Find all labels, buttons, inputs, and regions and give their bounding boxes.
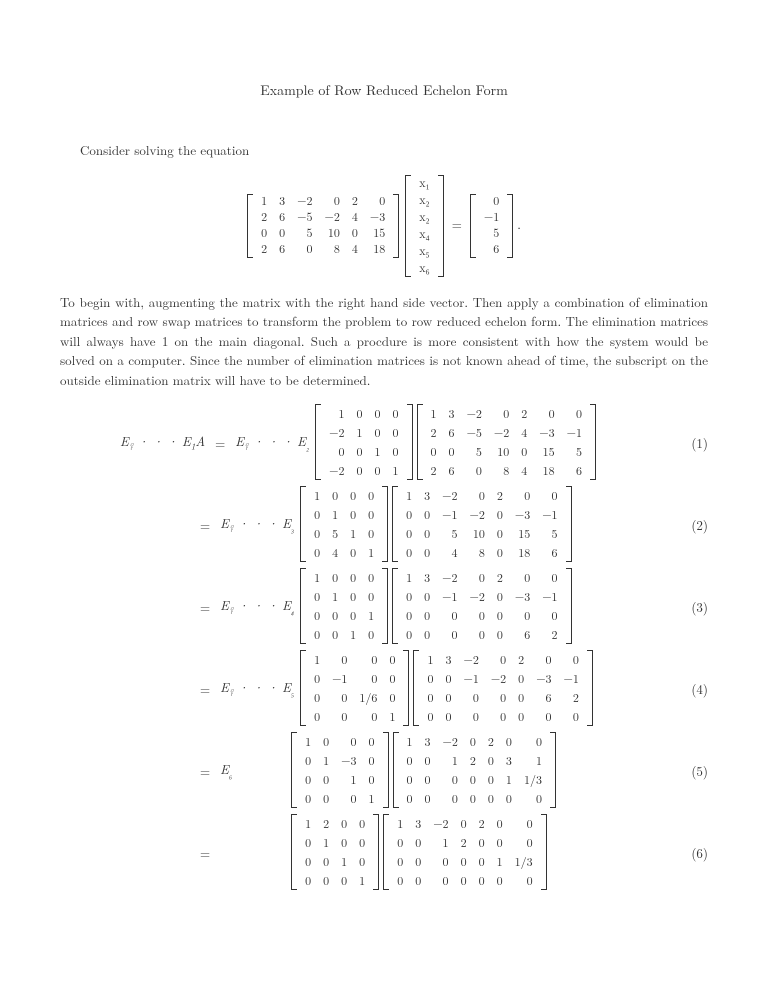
augmented-matrix: 13−2020000120000000011/30000000 bbox=[383, 814, 546, 890]
step-row: = E? · · · E₅ 10000−100001/60000113−202000… bbox=[60, 650, 708, 726]
main-equation: 13−202026−5−24−3005100152608418 x₁x₂x₂x₄… bbox=[60, 175, 708, 277]
step-row: = 120001000010000113−2020000120000000011/… bbox=[60, 814, 708, 890]
augmented-matrix: 13−2020000−1−20−3−100000000000062 bbox=[392, 568, 571, 644]
equation-number: (2) bbox=[691, 515, 708, 534]
augmented-matrix: 13−2020026−5−24−3−100510015526084186 bbox=[417, 404, 596, 480]
elimination-matrix: 10000−100001/600001 bbox=[300, 650, 409, 726]
elimination-matrix: 1200010000100001 bbox=[291, 814, 379, 890]
equals-sign: = bbox=[200, 597, 210, 616]
period: . bbox=[517, 218, 521, 234]
equals-sign: = bbox=[200, 761, 210, 780]
elimination-matrix: 1000−21000010−2001 bbox=[315, 404, 412, 480]
equation-number: (3) bbox=[691, 597, 708, 616]
step-label: E₆ bbox=[220, 759, 285, 781]
step-row: E? · · · E1A = E? · · · E₂ 1000−21000010−20… bbox=[60, 404, 708, 480]
intro-text: Consider solving the equation bbox=[60, 140, 708, 160]
equals-sign: = bbox=[200, 843, 210, 862]
x-vector: x₁x₂x₂x₄x₅x₆ bbox=[405, 175, 444, 277]
step-label: E? · · · E₃ bbox=[220, 513, 294, 535]
equation-number: (1) bbox=[691, 433, 708, 452]
equals-sign: = bbox=[452, 218, 462, 234]
equation-number: (5) bbox=[691, 761, 708, 780]
step-row: = E₆ 100001−300010000113−20200001203100000… bbox=[60, 732, 708, 808]
augmented-matrix: 13−2020000−1−20−3−100000620000000 bbox=[413, 650, 592, 726]
elimination-matrix: 1000010000010010 bbox=[300, 568, 388, 644]
page-title: Example of Row Reduced Echelon Form bbox=[60, 80, 708, 100]
elimination-matrix: 100001−3000100001 bbox=[291, 732, 388, 808]
equals-sign: = bbox=[200, 679, 210, 698]
elimination-matrix: 1000010005100401 bbox=[300, 486, 388, 562]
step-lhs: E? · · · E1A bbox=[120, 431, 205, 453]
main-matrix: 13−202026−5−24−3005100152608418 bbox=[247, 194, 399, 258]
equation-number: (4) bbox=[691, 679, 708, 698]
body-text: To begin with, augmenting the matrix wit… bbox=[60, 292, 708, 390]
step-row: = E? · · · E₄ 100001000001001013−2020000−1… bbox=[60, 568, 708, 644]
step-label: E? · · · E₅ bbox=[220, 677, 294, 699]
rhs-vector: 0−156 bbox=[470, 194, 513, 258]
equation-number: (6) bbox=[691, 843, 708, 862]
equals-sign: = bbox=[215, 433, 225, 452]
equals-sign: = bbox=[200, 515, 210, 534]
augmented-matrix: 13−2020000120310000011/30000000 bbox=[393, 732, 556, 808]
step-row: = E? · · · E₃ 100001000510040113−2020000−1… bbox=[60, 486, 708, 562]
step-label: E? · · · E₂ bbox=[235, 431, 309, 453]
step-label: E? · · · E₄ bbox=[220, 595, 294, 617]
elimination-steps: E? · · · E1A = E? · · · E₂ 1000−21000010−20… bbox=[60, 404, 708, 890]
augmented-matrix: 13−2020000−1−20−3−100510015500480186 bbox=[392, 486, 571, 562]
